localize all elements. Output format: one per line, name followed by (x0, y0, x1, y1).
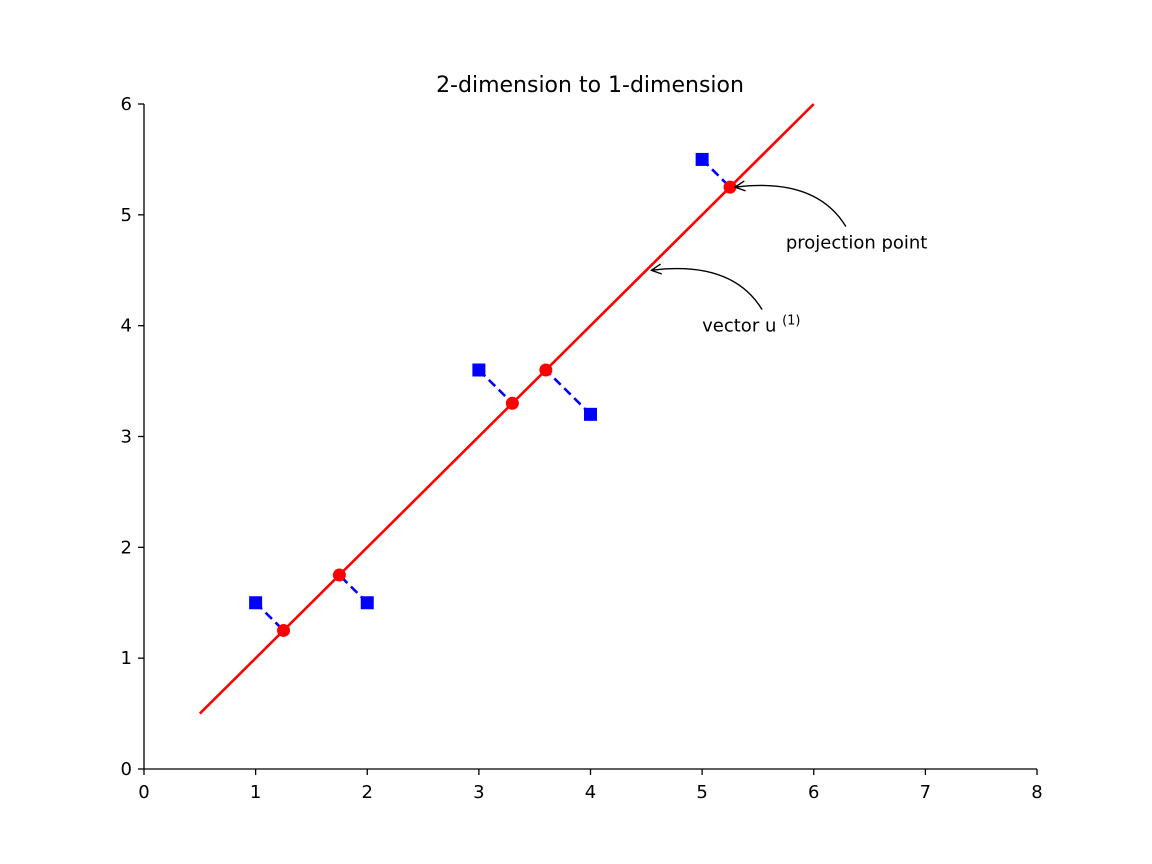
x-tick-label: 2 (362, 782, 373, 803)
x-tick-label: 0 (138, 782, 149, 803)
x-tick-label: 8 (1031, 782, 1042, 803)
vector-u-label: vector u (1) (702, 314, 800, 337)
x-tick-label: 6 (808, 782, 819, 803)
projection-point-arrow (735, 185, 847, 227)
y-tick-label: 1 (121, 648, 132, 669)
projected-point-circle (277, 623, 291, 637)
projection-point-label: projection point (786, 233, 928, 254)
original-point-square (695, 152, 709, 166)
y-tick-label: 4 (121, 316, 132, 337)
projected-point-circle (505, 396, 519, 410)
axes-layer: 0 1 2 3 4 5 6 7 8 0 1 2 3 4 5 6 (121, 94, 1043, 803)
original-point-square (360, 596, 374, 610)
principal-vector-line (198, 103, 815, 715)
vector-u-arrow (651, 269, 763, 311)
projection-dashed-line (544, 369, 592, 416)
principal-line-layer (198, 103, 815, 715)
chart-title: 2-dimension to 1-dimension (436, 73, 744, 98)
projection-lines-layer (254, 158, 731, 632)
annotations-layer: projection point vector u (1) (651, 185, 928, 337)
x-tick-label: 5 (696, 782, 707, 803)
x-tick-label: 3 (473, 782, 484, 803)
original-point-square (472, 363, 486, 377)
x-tick-label: 1 (250, 782, 261, 803)
x-tick-label: 7 (920, 782, 931, 803)
y-tick-label: 6 (121, 94, 132, 115)
projected-point-circle (539, 363, 553, 377)
projected-point-circle (723, 180, 737, 194)
y-tick-label: 5 (121, 205, 132, 226)
x-tick-label: 4 (585, 782, 596, 803)
vector-u-superscript: (1) (782, 314, 800, 329)
y-tick-label: 3 (121, 427, 132, 448)
original-point-square (249, 596, 263, 610)
original-point-square (584, 407, 597, 421)
projected-point-circle (332, 568, 346, 582)
y-tick-label: 2 (121, 537, 132, 558)
markers-layer (249, 152, 737, 637)
y-tick-label: 0 (121, 759, 132, 780)
